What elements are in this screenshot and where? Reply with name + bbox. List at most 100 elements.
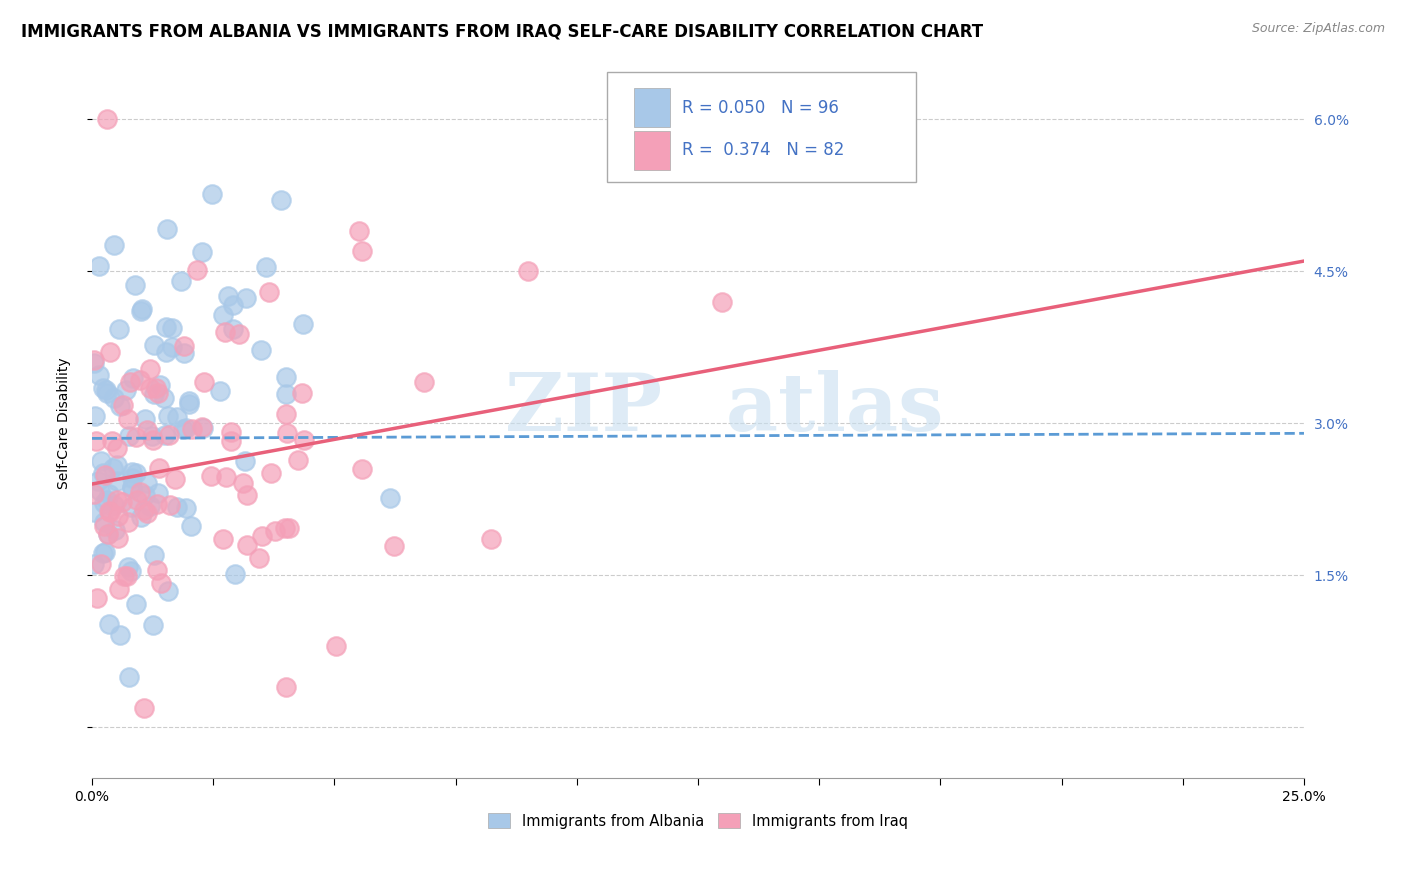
- Point: [236, 488, 259, 502]
- Point: [93, 381, 115, 395]
- Point: [155, 345, 177, 359]
- Point: [98, 345, 121, 359]
- Text: atlas: atlas: [697, 370, 943, 448]
- Point: [89, 483, 111, 498]
- Point: [105, 458, 128, 472]
- Point: [155, 319, 177, 334]
- Point: [93, 496, 115, 510]
- Point: [83, 487, 105, 501]
- Point: [125, 430, 148, 444]
- Point: [112, 398, 135, 412]
- Point: [87, 260, 110, 274]
- Point: [93, 515, 115, 529]
- Point: [142, 618, 165, 632]
- Point: [325, 639, 347, 653]
- Point: [378, 491, 401, 505]
- Point: [224, 566, 246, 581]
- Point: [121, 370, 143, 384]
- Point: [177, 394, 200, 409]
- Point: [200, 469, 222, 483]
- Point: [97, 504, 120, 518]
- Point: [131, 302, 153, 317]
- Point: [222, 298, 245, 312]
- Point: [96, 492, 118, 507]
- Point: [103, 499, 125, 513]
- Point: [120, 500, 142, 514]
- Point: [107, 492, 129, 507]
- Point: [169, 274, 191, 288]
- Point: [121, 480, 143, 494]
- Point: [352, 462, 374, 476]
- Point: [214, 470, 236, 484]
- Point: [87, 474, 110, 488]
- Point: [132, 700, 155, 714]
- Point: [115, 569, 138, 583]
- Point: [135, 476, 157, 491]
- Point: [120, 565, 142, 579]
- Point: [118, 670, 141, 684]
- Point: [156, 584, 179, 599]
- Point: [174, 421, 197, 435]
- Point: [112, 568, 135, 582]
- Point: [117, 412, 139, 426]
- Point: [83, 356, 105, 370]
- Point: [121, 465, 143, 479]
- Point: [91, 467, 114, 481]
- Text: R =  0.374   N = 82: R = 0.374 N = 82: [682, 141, 845, 159]
- Point: [193, 375, 215, 389]
- Point: [142, 387, 165, 401]
- Point: [166, 500, 188, 514]
- Point: [276, 387, 298, 401]
- Point: [159, 498, 181, 512]
- Point: [157, 427, 180, 442]
- Point: [121, 481, 143, 495]
- Point: [96, 527, 118, 541]
- Point: [153, 391, 176, 405]
- Point: [291, 386, 314, 401]
- Point: [103, 238, 125, 252]
- Point: [250, 529, 273, 543]
- Point: [101, 461, 124, 475]
- Point: [287, 453, 309, 467]
- Y-axis label: Self-Care Disability: Self-Care Disability: [58, 358, 72, 489]
- Point: [166, 410, 188, 425]
- Point: [90, 454, 112, 468]
- Point: [160, 321, 183, 335]
- Point: [139, 380, 162, 394]
- Point: [132, 502, 155, 516]
- Point: [217, 289, 239, 303]
- Point: [107, 508, 129, 523]
- Point: [83, 505, 105, 519]
- Point: [145, 563, 167, 577]
- Point: [90, 557, 112, 571]
- FancyBboxPatch shape: [607, 72, 917, 182]
- Legend: Immigrants from Albania, Immigrants from Iraq: Immigrants from Albania, Immigrants from…: [482, 807, 914, 834]
- Point: [260, 466, 283, 480]
- Point: [94, 467, 117, 482]
- Point: [264, 524, 287, 538]
- Point: [148, 460, 170, 475]
- Point: [177, 397, 200, 411]
- Point: [84, 434, 107, 448]
- Point: [173, 339, 195, 353]
- Point: [83, 557, 105, 571]
- Point: [98, 505, 121, 519]
- Point: [125, 466, 148, 480]
- Point: [117, 560, 139, 574]
- Point: [139, 362, 162, 376]
- Point: [93, 518, 115, 533]
- Point: [91, 546, 114, 560]
- Point: [98, 616, 121, 631]
- Point: [146, 385, 169, 400]
- Point: [101, 434, 124, 449]
- Point: [97, 487, 120, 501]
- Point: [142, 433, 165, 447]
- Point: [146, 486, 169, 500]
- Point: [141, 428, 163, 442]
- Point: [257, 285, 280, 299]
- Point: [145, 381, 167, 395]
- Point: [347, 224, 370, 238]
- Point: [150, 576, 173, 591]
- Point: [111, 495, 134, 509]
- Point: [143, 338, 166, 352]
